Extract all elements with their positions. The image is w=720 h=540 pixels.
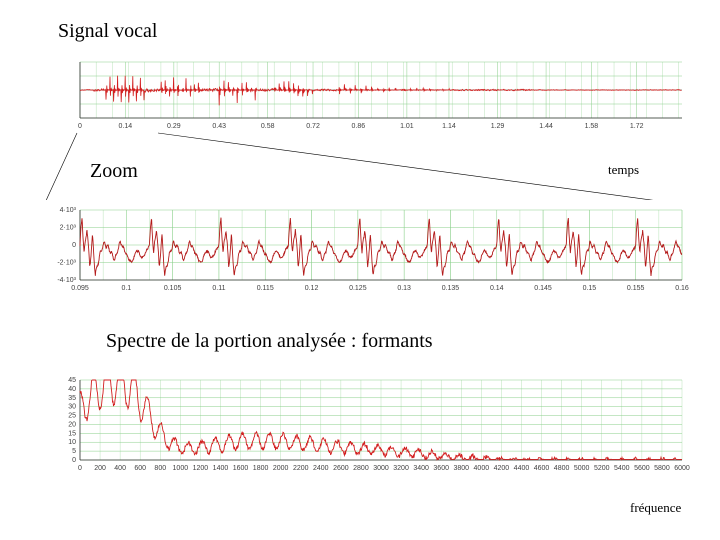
svg-text:20: 20 xyxy=(68,421,76,428)
svg-text:0.145: 0.145 xyxy=(534,285,552,292)
svg-text:400: 400 xyxy=(114,465,126,472)
svg-text:6000: 6000 xyxy=(674,465,690,472)
svg-text:1.01: 1.01 xyxy=(400,123,414,130)
svg-text:200: 200 xyxy=(94,465,106,472)
svg-text:0.105: 0.105 xyxy=(164,285,182,292)
svg-text:0.15: 0.15 xyxy=(583,285,597,292)
svg-text:0.29: 0.29 xyxy=(167,123,181,130)
svg-text:3000: 3000 xyxy=(373,465,389,472)
svg-text:0: 0 xyxy=(78,465,82,472)
svg-text:-2·10³: -2·10³ xyxy=(57,260,76,267)
svg-text:4·10³: 4·10³ xyxy=(60,207,77,214)
svg-text:0: 0 xyxy=(72,242,76,249)
svg-text:2800: 2800 xyxy=(353,465,369,472)
svg-text:0.16: 0.16 xyxy=(675,285,689,292)
chart-zoom: -4·10³ -2·10³ 0 2·10³ 4·10³ 0.095 0.1 0.105 0.11… xyxy=(40,200,690,295)
svg-text:1.14: 1.14 xyxy=(442,123,456,130)
svg-text:1600: 1600 xyxy=(233,465,249,472)
svg-text:0.1: 0.1 xyxy=(121,285,131,292)
svg-text:5000: 5000 xyxy=(574,465,590,472)
svg-text:0.125: 0.125 xyxy=(349,285,367,292)
svg-text:5400: 5400 xyxy=(614,465,630,472)
svg-text:1.72: 1.72 xyxy=(630,123,644,130)
label-frequence: fréquence xyxy=(630,500,681,516)
title-signal-vocal: Signal vocal xyxy=(58,20,157,43)
svg-text:1000: 1000 xyxy=(173,465,189,472)
svg-text:3400: 3400 xyxy=(413,465,429,472)
svg-text:-4·10³: -4·10³ xyxy=(57,277,76,284)
svg-text:2400: 2400 xyxy=(313,465,329,472)
svg-text:40: 40 xyxy=(68,386,76,393)
svg-text:0.155: 0.155 xyxy=(627,285,645,292)
svg-text:1400: 1400 xyxy=(213,465,229,472)
svg-text:0.12: 0.12 xyxy=(305,285,319,292)
svg-text:3200: 3200 xyxy=(393,465,409,472)
label-temps: temps xyxy=(608,162,639,178)
svg-text:0.86: 0.86 xyxy=(352,123,366,130)
svg-text:3800: 3800 xyxy=(453,465,469,472)
title-zoom: Zoom xyxy=(90,160,138,183)
svg-text:2600: 2600 xyxy=(333,465,349,472)
svg-text:600: 600 xyxy=(134,465,146,472)
svg-text:0.14: 0.14 xyxy=(118,123,132,130)
svg-text:0: 0 xyxy=(72,457,76,464)
svg-text:0.14: 0.14 xyxy=(490,285,504,292)
svg-text:5800: 5800 xyxy=(654,465,670,472)
svg-text:45: 45 xyxy=(68,377,76,384)
svg-text:1200: 1200 xyxy=(193,465,209,472)
svg-text:4000: 4000 xyxy=(474,465,490,472)
svg-text:0.11: 0.11 xyxy=(212,285,225,292)
svg-text:2000: 2000 xyxy=(273,465,289,472)
svg-text:1.44: 1.44 xyxy=(539,123,553,130)
svg-text:10: 10 xyxy=(68,439,76,446)
svg-text:0.115: 0.115 xyxy=(257,285,274,292)
svg-text:5: 5 xyxy=(72,448,76,455)
svg-text:15: 15 xyxy=(68,430,76,437)
svg-text:2200: 2200 xyxy=(293,465,309,472)
svg-text:0.43: 0.43 xyxy=(212,123,226,130)
svg-text:2·10³: 2·10³ xyxy=(60,225,77,232)
svg-text:3600: 3600 xyxy=(433,465,449,472)
svg-text:0: 0 xyxy=(78,123,82,130)
svg-text:1800: 1800 xyxy=(253,465,269,472)
chart-spectrum: 0 5 10 15 2025 30 35 40 45 0 200 400 600 800 1000 1200 1… xyxy=(40,374,690,478)
svg-text:5200: 5200 xyxy=(594,465,610,472)
svg-text:4800: 4800 xyxy=(554,465,570,472)
svg-text:1.58: 1.58 xyxy=(585,123,599,130)
svg-text:35: 35 xyxy=(68,395,76,402)
svg-text:4200: 4200 xyxy=(494,465,510,472)
svg-text:30: 30 xyxy=(68,404,76,411)
svg-text:4400: 4400 xyxy=(514,465,530,472)
svg-text:5600: 5600 xyxy=(634,465,650,472)
svg-text:0.095: 0.095 xyxy=(71,285,89,292)
svg-text:0.135: 0.135 xyxy=(442,285,460,292)
svg-text:25: 25 xyxy=(68,413,76,420)
svg-text:0.72: 0.72 xyxy=(306,123,320,130)
svg-text:0.13: 0.13 xyxy=(397,285,411,292)
svg-text:1.29: 1.29 xyxy=(491,123,505,130)
svg-text:800: 800 xyxy=(154,465,166,472)
chart-signal-vocal: 0 0.14 0.29 0.43 0.58 0.72 0.86 1.01 1.14 1.29 1.4… xyxy=(40,56,690,134)
svg-text:4600: 4600 xyxy=(534,465,550,472)
title-spectre: Spectre de la portion analysée : formant… xyxy=(106,330,433,353)
svg-text:0.58: 0.58 xyxy=(261,123,275,130)
